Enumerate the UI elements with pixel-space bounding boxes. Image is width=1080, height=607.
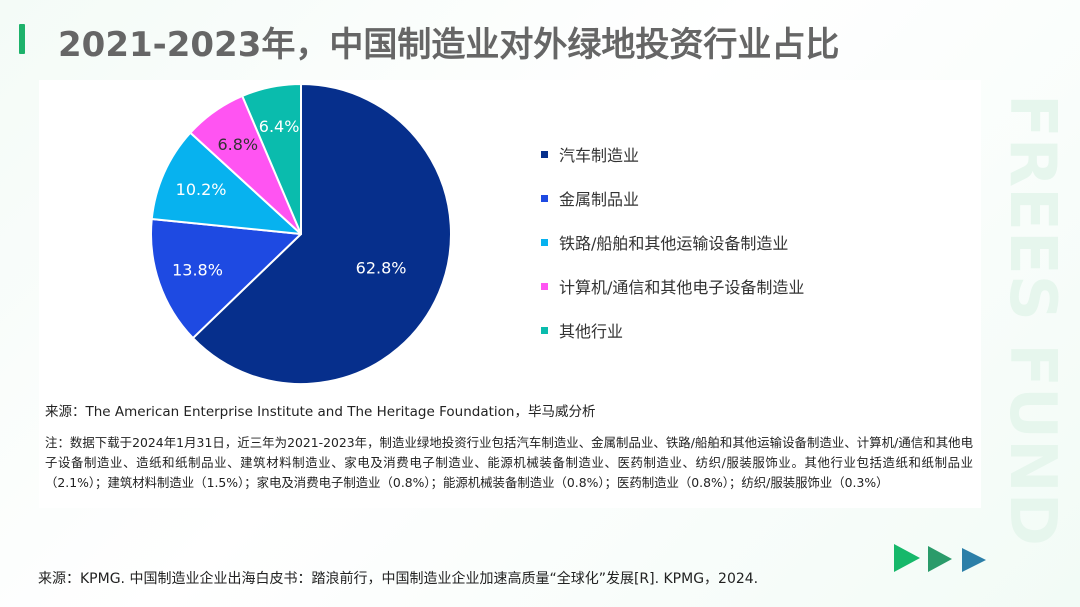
legend-swatch [541,150,548,158]
chart-source: 来源：The American Enterprise Institute and… [45,404,596,420]
legend-swatch [541,194,548,202]
chart-card: 62.8% 13.8% 10.2% 6.8% 6.4% 汽车制造业金属制品业铁路/船舶和… [39,80,981,508]
pie-slice [150,131,302,235]
legend-label: 铁路/船舶和其他运输设备制造业 [559,234,789,253]
pie-data-label: 10.2% [176,180,227,199]
legend-swatch [541,282,548,290]
legend-item: 计算机/通信和其他电子设备制造业 [541,264,971,308]
page-title: 2021-2023年，中国制造业对外绿地投资行业占比 [58,25,840,65]
next-arrows-icon [894,544,986,572]
legend-label: 计算机/通信和其他电子设备制造业 [559,278,805,297]
pie-slice [191,83,452,385]
legend-item: 金属制品业 [541,176,971,220]
legend-item: 铁路/船舶和其他运输设备制造业 [541,220,971,264]
legend-swatch [541,238,548,246]
legend-label: 其他行业 [559,322,624,341]
legend-label: 金属制品业 [559,190,640,209]
page-source: 来源：KPMG. 中国制造业企业出海白皮书：踏浪前行，中国制造业企业加速高质量“… [38,571,759,587]
pie-chart: 62.8% 13.8% 10.2% 6.8%6.4% [150,83,452,385]
pie-slice [150,217,302,340]
legend-label: 汽车制造业 [559,146,640,165]
pie-data-label: 6.4% [259,117,300,136]
pie-data-label: 13.8% [172,260,223,279]
legend-item: 其他行业 [541,308,971,352]
title-accent-bar [19,24,25,54]
svg-text:FREES FUND: FREES FUND [995,94,1069,546]
pie-data-label: 6.8% [217,135,258,154]
chart-note: 注：数据下载于2024年1月31日，近三年为2021-2023年，制造业绿地投资… [45,435,973,490]
legend-item: 汽车制造业 [541,132,971,176]
pie-data-label: 62.8% [356,259,407,278]
chart-legend: 汽车制造业金属制品业铁路/船舶和其他运输设备制造业 计算机/通信和其他电子设备制造… [541,132,971,352]
legend-swatch [541,326,548,334]
brand-watermark: FREES FUND [995,94,1069,546]
pie-slice [241,83,302,235]
